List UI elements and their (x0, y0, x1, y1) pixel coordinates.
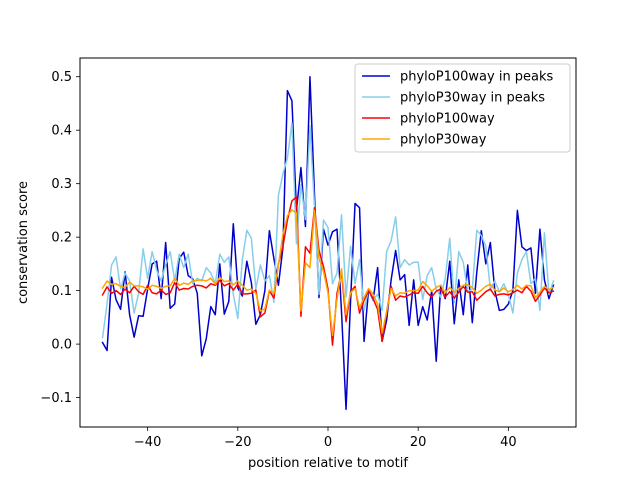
x-tick-label: −20 (224, 435, 251, 450)
x-tick-label: −40 (134, 435, 161, 450)
y-tick-label: 0.1 (51, 284, 72, 299)
x-axis-ticks: −40 −20 0 20 40 (134, 427, 517, 450)
x-tick-label: 0 (324, 435, 332, 450)
legend: phyloP100way in peaks phyloP30way in peak… (354, 63, 571, 153)
legend-label-3: phyloP100way (400, 112, 495, 127)
x-axis-label: position relative to motif (248, 456, 408, 471)
x-tick-label: 20 (410, 435, 427, 450)
y-tick-label: 0.5 (51, 70, 72, 85)
series-layer (101, 75, 555, 411)
legend-frame (354, 63, 571, 153)
series-line-1 (101, 75, 555, 411)
legend-label-2: phyloP30way in peaks (400, 91, 545, 106)
x-tick-label: 40 (500, 435, 517, 450)
y-axis-ticks: −0.1 0.0 0.1 0.2 0.3 0.4 0.5 (40, 70, 80, 406)
y-tick-label: 0.3 (51, 177, 72, 192)
series-line-2 (101, 122, 555, 339)
y-tick-label: 0.0 (51, 338, 72, 353)
series-line-3 (101, 196, 555, 346)
y-axis-label: conservation score (16, 181, 31, 304)
legend-label-1: phyloP100way in peaks (400, 70, 554, 85)
legend-label-4: phyloP30way (400, 133, 487, 148)
series-line-4 (101, 209, 555, 337)
y-tick-label: 0.4 (51, 124, 72, 139)
y-tick-label: −0.1 (40, 391, 72, 406)
y-tick-label: 0.2 (51, 231, 72, 246)
